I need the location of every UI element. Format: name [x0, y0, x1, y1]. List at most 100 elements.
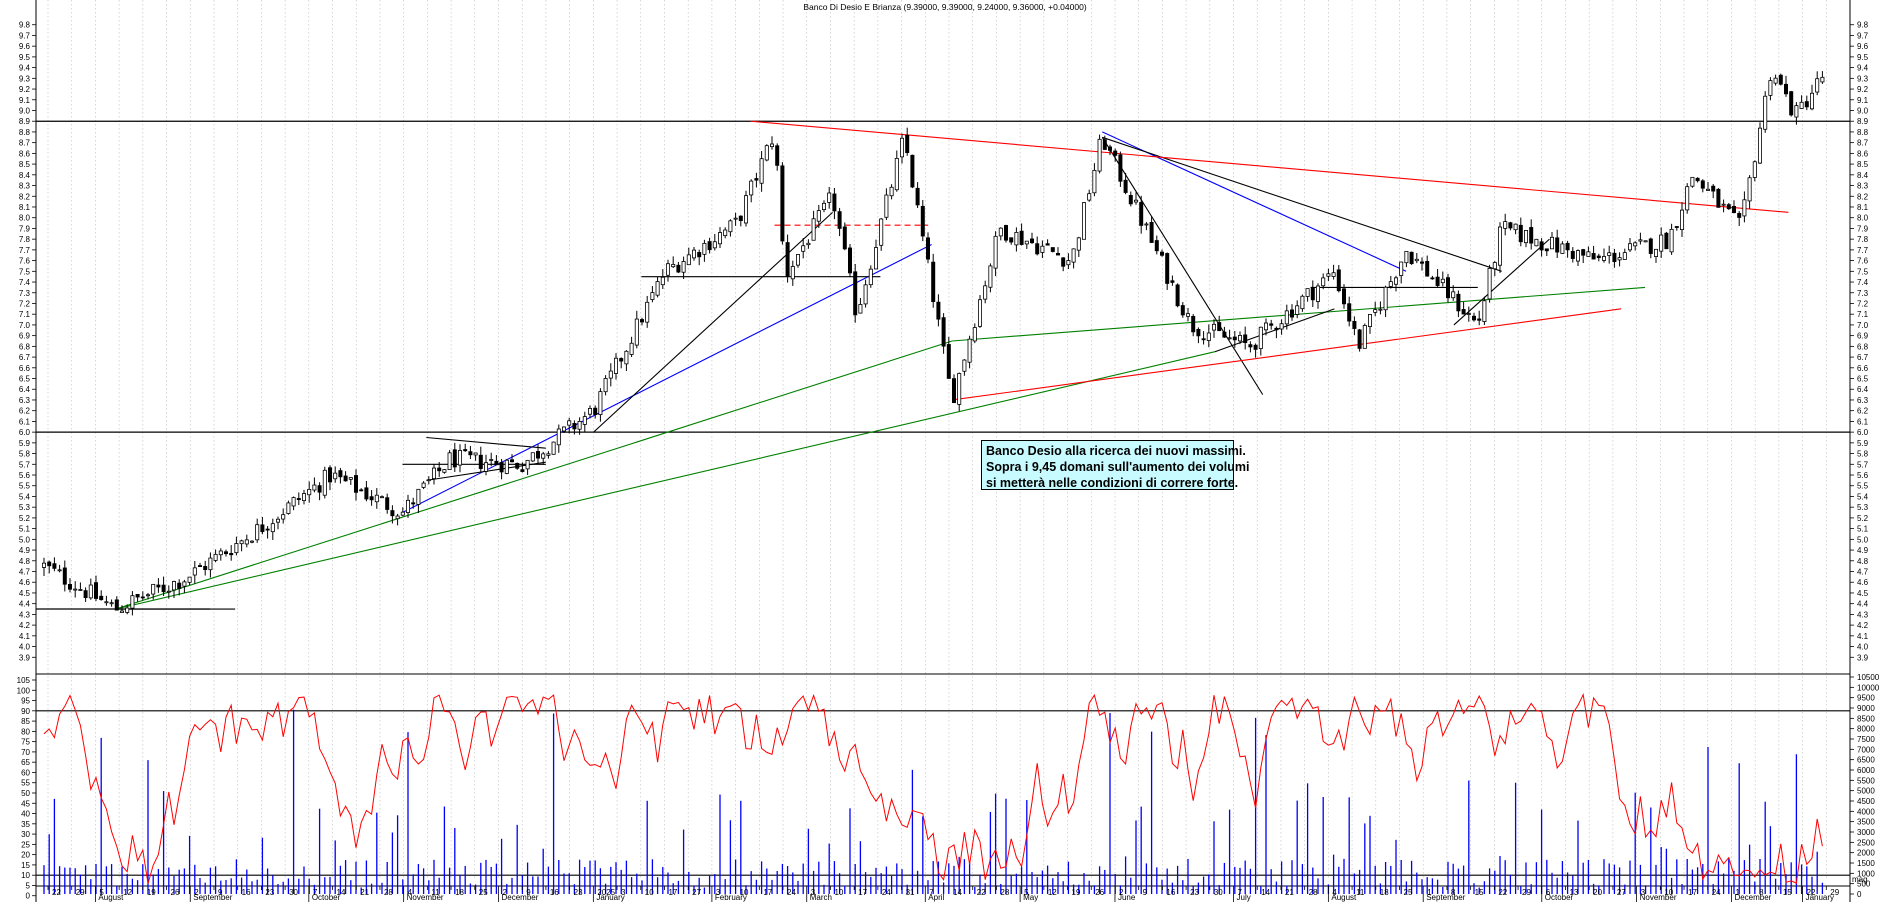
price-tick-label: 6.8	[19, 342, 31, 351]
candle-body	[374, 494, 379, 503]
candle-body	[405, 499, 410, 513]
x-day-label: 30	[1214, 888, 1223, 897]
x-day-label: 23	[574, 888, 583, 897]
candle-body	[1815, 78, 1820, 93]
candle-body	[640, 319, 645, 323]
candle-body	[1680, 209, 1685, 231]
x-day-label: 3	[621, 888, 626, 897]
candle-body	[307, 488, 312, 496]
candle-body	[145, 594, 150, 597]
candle-body	[192, 567, 197, 576]
candle-body	[468, 451, 473, 456]
price-tick-label: 8.8	[19, 128, 31, 137]
x-day-label: 24	[787, 888, 796, 897]
candle-body	[52, 563, 57, 569]
price-tick-label: 7.9	[1857, 224, 1869, 233]
price-tick-label: 9.0	[19, 106, 31, 115]
candle-body	[109, 602, 114, 605]
oscillator-tick-label: 50	[21, 789, 30, 798]
candle-body	[88, 584, 93, 599]
price-tick-label: 9.2	[19, 85, 31, 94]
candle-body	[848, 247, 853, 274]
candle-body	[1747, 177, 1752, 202]
candle-body	[1326, 273, 1331, 277]
x-day-label: 29	[76, 888, 85, 897]
candle-body	[400, 511, 405, 516]
candle-body	[125, 607, 130, 613]
candle-body	[1685, 186, 1690, 211]
candle-body	[1378, 308, 1383, 311]
x-day-label: 11	[431, 888, 440, 897]
price-tick-label: 7.6	[19, 257, 31, 266]
candle-body	[863, 284, 868, 305]
candle-body	[260, 524, 265, 532]
price-tick-label: 4.2	[19, 621, 31, 630]
candle-body	[1789, 91, 1794, 116]
candle-body	[749, 180, 754, 196]
candle-body	[827, 192, 832, 203]
candle-body	[281, 514, 286, 520]
x-day-label: 28	[384, 888, 393, 897]
candle-body	[239, 540, 244, 545]
candle-body	[1810, 92, 1815, 110]
x-month-label: October	[1545, 893, 1574, 902]
candle-body	[1180, 305, 1185, 316]
price-tick-label: 4.9	[1857, 546, 1869, 555]
candle-body	[1362, 325, 1367, 349]
price-tick-label: 4.6	[1857, 578, 1869, 587]
x-day-label: 24	[882, 888, 891, 897]
candle-body	[1539, 241, 1544, 251]
x-day-label: 12	[1048, 888, 1057, 897]
x-month-label: November	[407, 893, 444, 902]
price-tick-label: 5.3	[1857, 503, 1869, 512]
price-tick-label: 7.1	[1857, 310, 1869, 319]
candle-body	[941, 317, 946, 347]
volume-tick-label: 8500	[1857, 714, 1875, 723]
price-tick-label: 4.5	[19, 589, 31, 598]
volume-tick-label: 7000	[1857, 745, 1875, 754]
candle-body	[442, 469, 447, 473]
candle-body	[1238, 335, 1243, 342]
candle-body	[94, 582, 99, 599]
candle-body	[515, 462, 520, 469]
price-tick-label: 9.1	[1857, 96, 1869, 105]
volume-tick-label: 5000	[1857, 787, 1875, 796]
candle-body	[1472, 315, 1477, 321]
candle-body	[1139, 202, 1144, 226]
x-day-label: 9	[218, 888, 223, 897]
candle-body	[348, 477, 353, 480]
candle-body	[47, 561, 52, 567]
candle-body	[1659, 234, 1664, 252]
price-tick-label: 5.4	[19, 492, 31, 501]
x-day-label: 5	[1024, 888, 1029, 897]
candle-body	[1290, 309, 1295, 318]
candle-body	[322, 469, 327, 496]
candle-body	[546, 453, 551, 456]
candle-body	[312, 484, 317, 491]
x-day-label: 14	[953, 888, 962, 897]
candle-body	[1357, 329, 1362, 349]
candle-body	[166, 590, 171, 593]
candle-body	[764, 145, 769, 161]
candle-body	[728, 220, 733, 233]
candle-body	[494, 460, 499, 466]
candle-body	[286, 502, 291, 514]
candle-body	[1170, 280, 1175, 283]
x-month-label: April	[928, 893, 944, 902]
candle-body	[806, 242, 811, 246]
candle-body	[998, 227, 1003, 237]
x-day-label: 17	[668, 888, 677, 897]
candle-body	[1123, 179, 1128, 193]
candle-body	[1201, 338, 1206, 341]
candle-body	[1196, 328, 1201, 337]
candle-body	[723, 229, 728, 237]
candle-body	[333, 472, 338, 480]
candle-body	[327, 467, 332, 483]
price-tick-label: 4.6	[19, 578, 31, 587]
oscillator-tick-label: 75	[21, 738, 30, 747]
candle-body	[718, 232, 723, 245]
price-tick-label: 8.9	[19, 117, 31, 126]
x-day-label: 3	[716, 888, 721, 897]
price-tick-label: 5.0	[1857, 535, 1869, 544]
x-month-label: July	[1237, 893, 1251, 902]
